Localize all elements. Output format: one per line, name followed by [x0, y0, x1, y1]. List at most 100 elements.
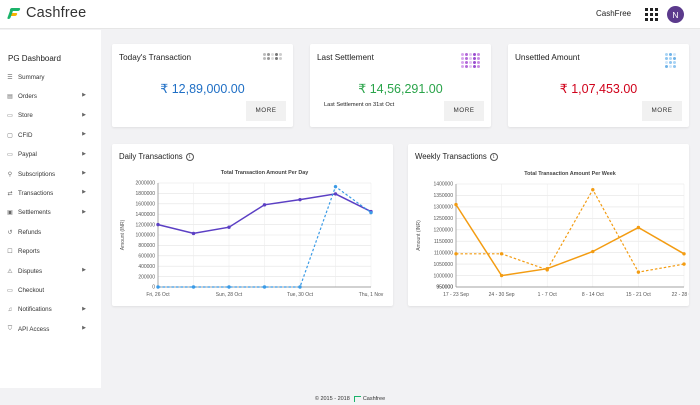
y-tick-label: 1150000 [434, 239, 453, 245]
data-point [191, 285, 196, 289]
data-point [156, 222, 160, 227]
sidebar-item-label: Orders [18, 92, 37, 100]
last-settlement-more-button[interactable]: MORE [444, 101, 484, 121]
sidebar-item-label: Settlements [18, 209, 51, 217]
summary-icon: ☰ [7, 74, 13, 81]
copyright-text: © 2015 - 2018 [314, 396, 350, 402]
cashfree-logo-mark-icon [6, 5, 22, 21]
todays-transaction-title: Today's Transaction [119, 53, 192, 62]
weekly-transactions-title: Weekly Transactions i [415, 152, 498, 161]
data-point [636, 270, 641, 274]
sidebar-item-settlements[interactable]: ▣ Settlements ▶ [6, 206, 96, 220]
y-tick-label: 800000 [138, 243, 155, 249]
sidebar-item-store[interactable]: ▭ Store ▶ [6, 109, 96, 123]
footer-brand: Cashfree [362, 396, 386, 402]
chevron-right-icon: ▶ [82, 170, 86, 176]
unsettled-amount-more-button[interactable]: MORE [642, 101, 682, 121]
x-tick-label: 24 - 30 Sep [489, 292, 515, 298]
chevron-right-icon: ▶ [82, 267, 86, 273]
sidebar-item-checkout[interactable]: ▭ Checkout [6, 283, 96, 297]
sidebar-item-paypal[interactable]: ▭ Paypal ▶ [6, 148, 96, 162]
y-tick-label: 200000 [138, 274, 155, 280]
data-point [156, 285, 160, 289]
chart-title: Total Transaction Amount Per Day [221, 170, 308, 176]
data-point [191, 231, 196, 236]
x-tick-label: Fri, 26 Oct [146, 292, 170, 298]
sidebar-item-label: Summary [18, 73, 45, 81]
y-tick-label: 600000 [138, 254, 155, 260]
sidebar-item-label: CFID [18, 131, 33, 139]
y-tick-label: 1300000 [434, 205, 454, 211]
y-tick-label: 950000 [436, 285, 453, 291]
subscriptions-icon: ⚲ [7, 171, 13, 178]
data-point [591, 249, 595, 254]
y-tick-label: 1600000 [136, 202, 156, 208]
daily-transactions-title: Daily Transactions i [119, 152, 194, 161]
series-line-0 [455, 204, 685, 277]
data-point [333, 184, 338, 189]
y-tick-label: 1800000 [136, 191, 156, 197]
sidebar-item-notifications[interactable]: ♫ Notifications ▶ [6, 303, 96, 317]
transactions-icon: ⇄ [7, 190, 13, 197]
y-tick-label: 1400000 [136, 212, 156, 218]
data-point [682, 252, 686, 256]
sidebar-item-orders[interactable]: ▤ Orders ▶ [6, 89, 96, 103]
info-icon[interactable]: i [489, 152, 498, 161]
unsettled-amount-value: ₹ 1,07,453.00 [559, 82, 638, 96]
sidebar-item-transactions[interactable]: ⇄ Transactions ▶ [6, 186, 96, 200]
sidebar-item-label: Reports [18, 248, 40, 256]
last-settlement-title: Last Settlement [317, 53, 374, 62]
sidebar-item-label: Paypal [18, 151, 37, 159]
data-point [262, 285, 267, 289]
notifications-icon: ♫ [7, 306, 13, 313]
y-tick-label: 1350000 [434, 193, 454, 199]
daily-transactions-panel: Daily Transactions i Total Transaction A… [112, 144, 393, 306]
info-icon[interactable]: i [185, 152, 194, 161]
unsettled-amount-card: Unsettled Amount ₹ 1,07,453.00 MORE [508, 44, 689, 127]
sidebar-item-cfid[interactable]: ▢ CFID ▶ [6, 128, 96, 142]
card-decor-dots-icon [263, 53, 282, 60]
weekly-transactions-chart: Total Transaction Amount Per Week Amount … [416, 171, 689, 298]
cashfree-logo[interactable]: Cashfree [6, 5, 86, 21]
todays-transaction-more-button[interactable]: MORE [246, 101, 286, 121]
todays-transaction-amount: ₹ 12,89,000.00 [160, 82, 245, 96]
sidebar-item-disputes[interactable]: ⚠ Disputes ▶ [6, 264, 96, 278]
sidebar-item-subscriptions[interactable]: ⚲ Subscriptions ▶ [6, 167, 96, 181]
unsettled-amount-title: Unsettled Amount [515, 53, 580, 62]
merchant-name[interactable]: CashFree [596, 9, 632, 18]
chevron-right-icon: ▶ [82, 189, 86, 196]
x-tick-label: Tue, 30 Oct [287, 292, 314, 298]
disputes-icon: ⚠ [7, 268, 13, 275]
paypal-icon: ▭ [7, 152, 13, 159]
sidebar-item-refunds[interactable]: ↺ Refunds [6, 225, 96, 239]
top-bar: Cashfree CashFree N [0, 0, 700, 29]
series-line-1 [456, 188, 685, 273]
apps-grid-icon[interactable] [645, 8, 658, 21]
y-tick-label: 1050000 [434, 262, 454, 268]
weekly-transactions-heading: Weekly Transactions [415, 152, 487, 161]
daily-transactions-heading: Daily Transactions [119, 152, 183, 161]
sidebar-item-summary[interactable]: ☰ Summary [6, 70, 96, 84]
data-point [369, 210, 373, 215]
data-point [262, 203, 267, 207]
chevron-right-icon: ▶ [82, 325, 86, 332]
x-tick-label: 17 - 23 Sep [443, 292, 469, 298]
last-settlement-amount: ₹ 14,56,291.00 [358, 82, 443, 96]
weekly-transactions-panel: Weekly Transactions i Total Transaction … [408, 144, 689, 306]
data-point [298, 197, 302, 202]
sidebar-item-label: Store [18, 112, 33, 120]
x-tick-label: 1 - 7 Oct [538, 292, 558, 298]
avatar[interactable]: N [667, 6, 684, 23]
x-tick-label: Sun, 28 Oct [216, 292, 243, 298]
data-point [682, 262, 686, 266]
daily-transactions-chart: Total Transaction Amount Per Day Amount (… [120, 170, 384, 298]
y-tick-label: 950000 [436, 285, 453, 291]
sidebar-item-api-access[interactable]: ⛉ API Access ▶ [6, 322, 96, 336]
data-point [333, 192, 338, 196]
data-point [499, 252, 504, 256]
y-tick-label: 400000 [138, 264, 155, 270]
checkout-icon: ▭ [7, 287, 13, 294]
chevron-right-icon: ▶ [82, 131, 86, 138]
sidebar-item-reports[interactable]: ☐ Reports [6, 245, 96, 259]
sidebar-item-label: API Access [18, 325, 50, 333]
